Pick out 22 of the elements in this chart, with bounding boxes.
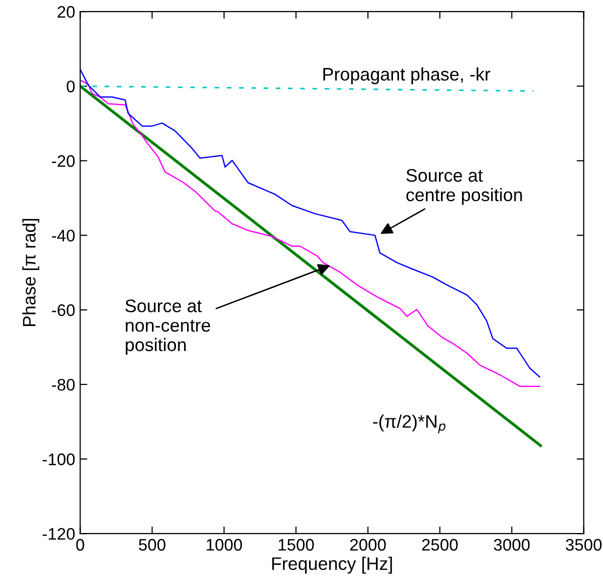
y-tick-label: -20 [52, 155, 75, 167]
annotation: Source at non-centre position [125, 300, 210, 355]
x-tick-label: 0 [76, 538, 84, 551]
y-tick-label: -60 [52, 304, 75, 316]
y-tick-label: -100 [42, 453, 75, 466]
y-axis-title: Phase [π rad] [22, 218, 40, 326]
y-tick-label: -40 [52, 230, 75, 242]
x-tick-label: 1000 [206, 538, 242, 551]
x-tick-label: 1500 [278, 538, 314, 551]
annotation: Propagant phase, -kr [323, 67, 490, 84]
x-tick-label: 3500 [566, 538, 602, 551]
x-axis-title: Frequency [Hz] [272, 556, 392, 574]
x-tick-label: 500 [138, 538, 166, 551]
annotation: Source at centre position [406, 169, 522, 205]
y-tick-label: -120 [42, 528, 75, 540]
x-tick-label: 2500 [422, 538, 458, 551]
annotation: -(π/2)*N$_{p}$ [373, 414, 446, 434]
y-tick-label: -80 [52, 378, 75, 391]
y-tick-label: 20 [58, 6, 75, 18]
y-tick-label: 0 [66, 80, 75, 92]
x-tick-label: 2000 [350, 538, 386, 551]
x-tick-label: 3000 [494, 538, 530, 551]
